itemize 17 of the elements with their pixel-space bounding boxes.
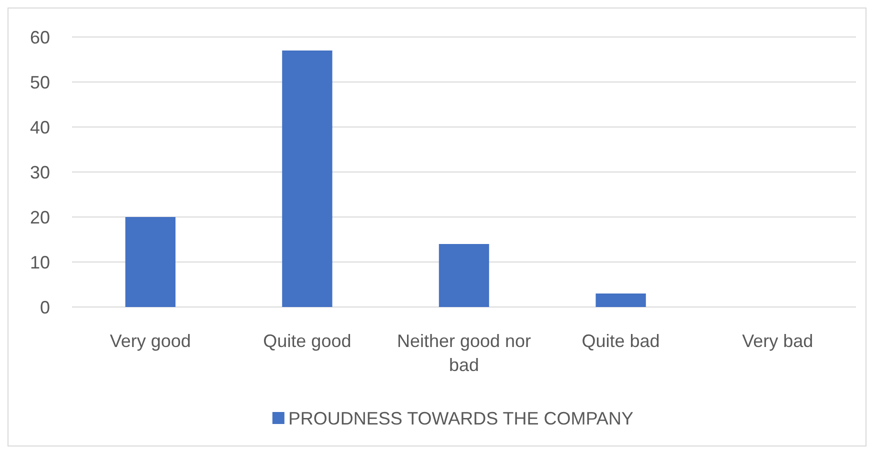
bar xyxy=(596,294,646,307)
bar xyxy=(438,244,490,307)
y-tick-label: 10 xyxy=(30,252,50,272)
y-tick-label: 40 xyxy=(30,117,50,138)
legend-label: PROUDNESS TOWARDS THE COMPANY xyxy=(288,408,634,428)
x-tick-label: Neither good nor bad xyxy=(396,331,532,375)
x-tick-label: Very bad xyxy=(742,331,814,351)
y-tick-label: 0 xyxy=(40,297,50,318)
x-tick-label: Quite bad xyxy=(582,331,660,351)
bar xyxy=(282,50,332,307)
y-tick-label: 60 xyxy=(30,27,50,48)
y-tick-label: 20 xyxy=(30,207,50,228)
x-tick-label: Quite good xyxy=(263,331,352,351)
bar xyxy=(125,217,176,307)
y-tick-label: 50 xyxy=(30,72,50,92)
x-tick-label: Very good xyxy=(110,331,191,351)
y-tick-label: 30 xyxy=(30,162,50,182)
